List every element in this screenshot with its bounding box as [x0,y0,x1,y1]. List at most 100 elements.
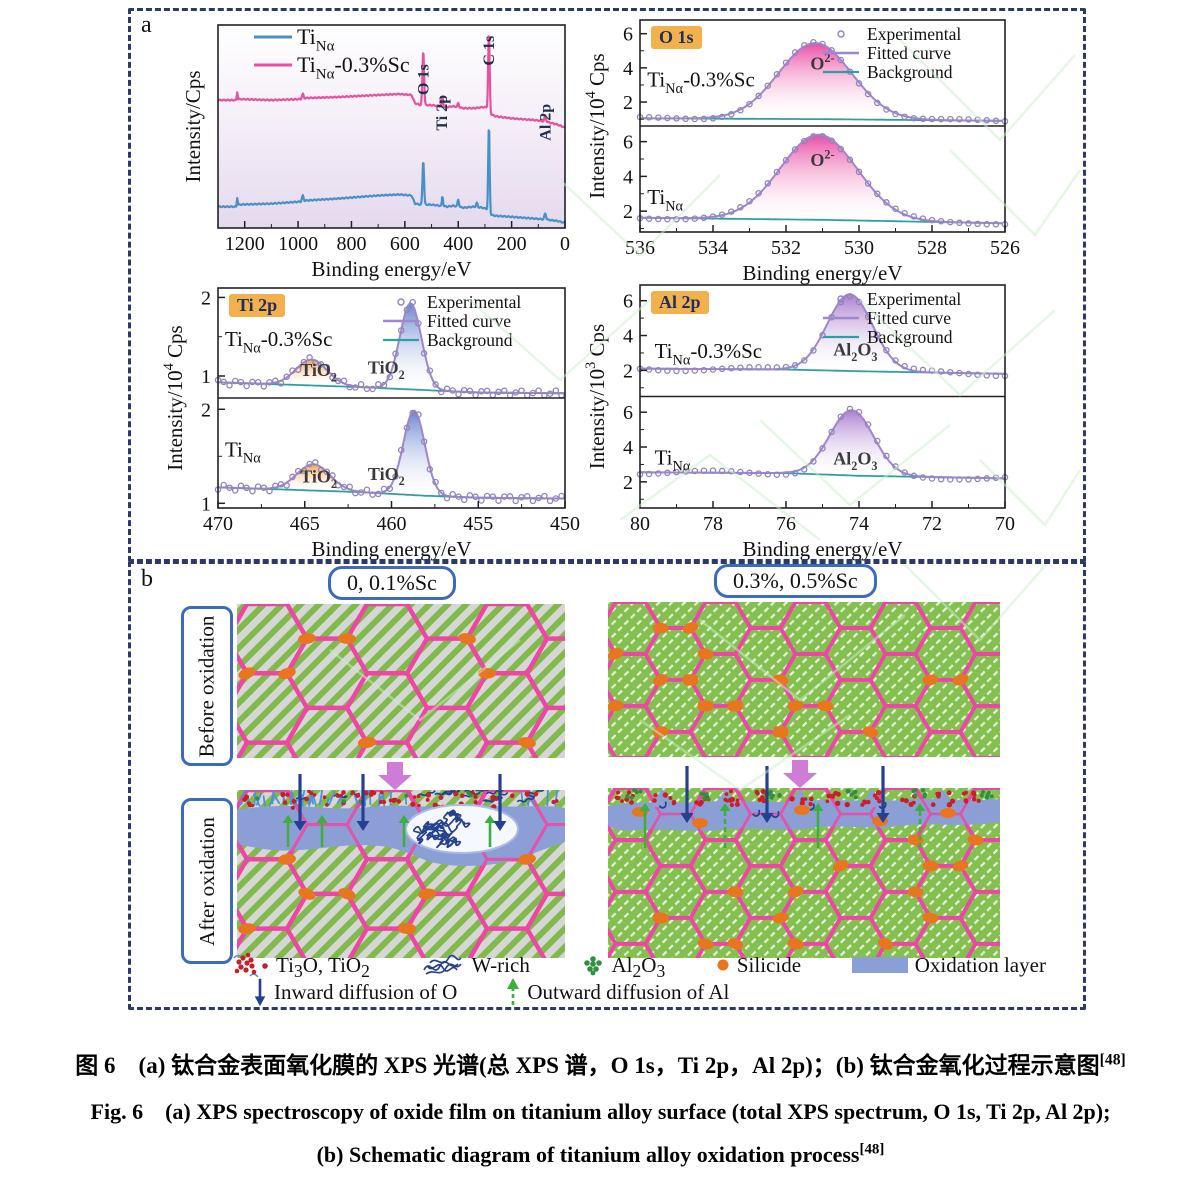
row-label-after-oxidation: After oxidation [181,798,233,964]
svg-text:1000: 1000 [278,233,318,255]
svg-text:536: 536 [625,237,655,259]
silicide-particle [922,912,939,924]
caption-line-zh: 图 6 (a) 钛合金表面氧化膜的 XPS 光谱(总 XPS 谱，O 1s，Ti… [75,1051,1126,1078]
svg-text:TiO2: TiO2 [300,467,337,491]
chart-survey-xps: 1200 1000 800 600 400 200 0 Binding energy/eV In… [181,24,570,281]
silicide-particle [238,667,256,680]
svg-text:Experimental: Experimental [867,24,961,44]
svg-text:532: 532 [771,237,801,259]
svg-text:4: 4 [623,437,633,459]
silicide-particle [608,700,624,712]
svg-text:530: 530 [844,237,874,259]
svg-text:Fitted curve: Fitted curve [867,308,951,328]
badge-low-sc: 0, 0.1%Sc [328,566,456,600]
silicide-particle [862,726,879,738]
svg-text:Ti 2p: Ti 2p [434,95,451,131]
silicide-particle [298,633,316,644]
silicide-particle [697,938,714,950]
silicide-particle [682,674,699,686]
silicide-particle [278,667,296,680]
svg-text:470: 470 [203,513,233,535]
silicide-particle [338,888,356,900]
silicide-particle [772,726,789,738]
chart-ti2p: 1 2 TiNα-0.3%Sc TiO2 TiO2 1 2 TiNα TiO2 TiO2 470 46… [161,287,580,561]
panel-b-letter: b [141,566,153,592]
svg-text:6: 6 [623,402,633,424]
silicide-particle [518,853,536,865]
al2p-badge: Al 2p [651,291,709,314]
svg-text:600: 600 [390,233,420,255]
svg-text:74: 74 [849,513,869,535]
silicide-particle [794,805,810,815]
svg-text:72: 72 [922,513,942,535]
inward-arrow-icon [254,978,266,1007]
silicide-particle [727,700,744,712]
svg-text:Binding energy/eV: Binding energy/eV [311,257,471,281]
svg-text:O2-: O2- [810,51,834,74]
silicide-particle [697,648,714,660]
svg-text:534: 534 [698,237,728,259]
silicide-particle [727,938,744,950]
caption-line-en-2: (b) Schematic diagram of titanium alloy … [316,1141,885,1167]
legend-item-silicide: Silicide [715,953,801,978]
schematic-legend-row2: Inward diffusion of O Outward diffusion … [252,977,729,1007]
watermark [329,39,1082,792]
svg-text:Background: Background [867,62,953,82]
svg-text:526: 526 [990,237,1020,259]
silicide-particle [877,938,894,950]
svg-text:2: 2 [623,472,633,494]
svg-text:1: 1 [201,366,211,388]
silicide-particle [692,818,708,828]
svg-text:Intensity/104 Cps: Intensity/104 Cps [161,325,187,470]
silicide-particle [727,886,744,898]
svg-text:455: 455 [463,513,493,535]
svg-text:TiO2: TiO2 [300,360,337,384]
silicide-particle [338,633,356,644]
chart-al2p: 2 4 6 TiNα-0.3%Sc Al2O3 2 4 6 TiNα Al2O3 80 78 76 74 7… [583,284,1015,561]
silicide-particle [952,860,969,872]
svg-text:2: 2 [623,360,633,382]
svg-text:4: 4 [623,166,633,188]
svg-text:Binding energy/eV: Binding energy/eV [742,537,902,561]
silicide-particle [652,912,669,924]
silicide-particle [418,888,436,900]
svg-text:Intensity/Cps: Intensity/Cps [181,70,205,182]
svg-text:400: 400 [443,233,473,255]
svg-text:78: 78 [703,513,723,535]
svg-text:Experimental: Experimental [867,289,961,309]
svg-text:C 1s: C 1s [481,36,498,66]
svg-text:TiNα-0.3%Sc: TiNα-0.3%Sc [225,327,333,356]
w-rich-icon [422,954,462,975]
oxidation-transition-arrow [378,762,412,790]
legend-item-oxidation-layer: Oxidation layer [851,953,1046,978]
svg-text:70: 70 [995,513,1015,535]
silicide-particle [922,860,939,872]
svg-text:TiNα-0.3%Sc: TiNα-0.3%Sc [297,52,410,83]
silicide-particle [458,633,476,645]
badge-high-sc: 0.3%, 0.5%Sc [714,564,877,598]
outward-arrow-icon [507,978,520,1005]
svg-text:Al2O3: Al2O3 [833,448,877,472]
svg-text:Intensity/103 Cps: Intensity/103 Cps [583,324,609,469]
panel-a-letter: a [141,12,152,38]
svg-text:Binding energy/eV: Binding energy/eV [742,261,902,285]
silicide-particle [697,700,714,712]
svg-text:TiNα-0.3%Sc: TiNα-0.3%Sc [647,68,755,97]
silicide-particle [278,853,296,865]
svg-text:200: 200 [497,233,527,255]
silicide-particle [608,648,624,660]
legend-item-outward-diffusion: Outward diffusion of Al [505,977,729,1007]
silicide-icon [717,959,729,971]
legend-item-inward-diffusion: Inward diffusion of O [252,977,457,1007]
micro-before-left [237,604,565,758]
svg-text:TiNα: TiNα [225,437,261,466]
silicide-particle [817,700,834,712]
ti2p-badge: Ti 2p [229,294,286,317]
ti3o-tio2-cluster-icon [233,952,268,978]
silicide-particle [787,700,804,712]
svg-text:4: 4 [623,326,633,348]
silicide-particle [967,834,984,846]
silicide-particle [652,622,669,634]
